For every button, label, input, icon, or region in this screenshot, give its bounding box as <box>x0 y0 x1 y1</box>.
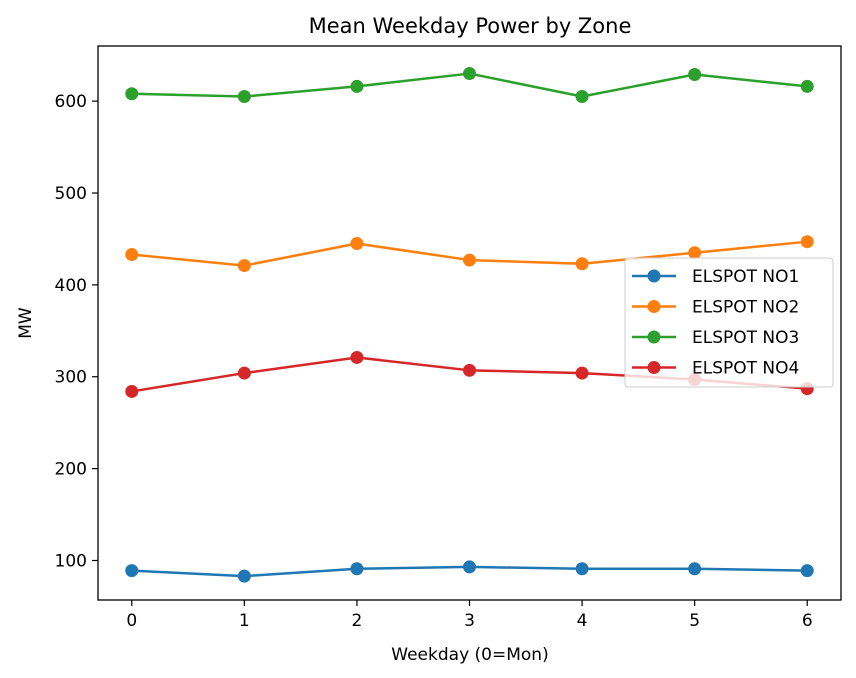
legend-label: ELSPOT NO3 <box>692 328 799 348</box>
data-point-elspot-no4 <box>350 350 364 364</box>
x-tick-label: 2 <box>352 611 363 631</box>
data-point-elspot-no1 <box>125 564 139 578</box>
x-tick-label: 6 <box>802 611 813 631</box>
data-point-elspot-no2 <box>237 259 251 273</box>
data-point-elspot-no2 <box>800 235 814 249</box>
series-layer <box>125 67 814 583</box>
y-tick-label: 200 <box>55 460 87 480</box>
legend-item-elspot-no4: ELSPOT NO4 <box>632 359 799 379</box>
x-tick-label: 3 <box>464 611 475 631</box>
data-point-elspot-no1 <box>237 569 251 583</box>
legend-item-elspot-no2: ELSPOT NO2 <box>632 298 799 318</box>
y-axis-label: MW <box>16 307 36 339</box>
y-tick-label: 100 <box>55 551 87 571</box>
x-tick-label: 5 <box>689 611 700 631</box>
legend-swatch-marker <box>647 300 661 313</box>
x-axis-label: Weekday (0=Mon) <box>391 645 548 665</box>
plot-frame <box>97 45 842 601</box>
series-elspot-no1 <box>125 560 814 583</box>
data-point-elspot-no1 <box>463 560 476 574</box>
legend-swatch-marker <box>647 330 661 344</box>
legend-item-elspot-no3: ELSPOT NO3 <box>632 328 799 348</box>
series-elspot-no3 <box>125 67 814 104</box>
data-point-elspot-no2 <box>350 237 364 251</box>
data-point-elspot-no4 <box>575 366 589 380</box>
legend-label: ELSPOT NO4 <box>692 359 799 379</box>
y-axis-ticks: 100 200 300 400 500 600 <box>55 92 98 571</box>
x-axis-ticks: 0 1 2 3 4 5 6 <box>126 600 813 631</box>
data-point-elspot-no1 <box>350 562 364 576</box>
y-tick-label: 600 <box>55 92 87 112</box>
x-tick-label: 4 <box>577 611 588 631</box>
legend: ELSPOT NO1 ELSPOT NO2 ELSPOT NO3 ELSPOT NO4 <box>624 257 834 388</box>
data-point-elspot-no4 <box>125 384 139 398</box>
data-point-elspot-no4 <box>237 366 251 380</box>
data-point-elspot-no2 <box>463 253 476 267</box>
data-point-elspot-no3 <box>350 79 364 93</box>
data-point-elspot-no2 <box>125 248 139 262</box>
legend-label: ELSPOT NO1 <box>692 267 799 287</box>
data-point-elspot-no3 <box>237 90 251 104</box>
legend-swatch-marker <box>647 361 661 374</box>
x-tick-label: 1 <box>239 611 250 631</box>
data-point-elspot-no3 <box>688 67 702 81</box>
x-tick-label: 0 <box>126 611 137 631</box>
series-elspot-no2 <box>125 235 814 273</box>
data-point-elspot-no3 <box>125 87 139 101</box>
data-point-elspot-no3 <box>463 67 476 81</box>
data-point-elspot-no4 <box>463 363 476 377</box>
legend-frame <box>624 257 834 388</box>
data-point-elspot-no3 <box>575 90 589 104</box>
legend-item-elspot-no1: ELSPOT NO1 <box>632 267 799 287</box>
y-tick-label: 400 <box>55 276 87 296</box>
legend-swatch-marker <box>647 269 661 283</box>
y-tick-label: 300 <box>55 368 87 388</box>
data-point-elspot-no2 <box>575 257 589 271</box>
data-point-elspot-no1 <box>800 564 814 578</box>
data-point-elspot-no1 <box>575 562 589 576</box>
data-point-elspot-no1 <box>688 562 702 576</box>
y-tick-label: 500 <box>55 184 87 204</box>
data-point-elspot-no3 <box>800 79 814 93</box>
data-point-elspot-no2 <box>688 246 702 260</box>
legend-label: ELSPOT NO2 <box>692 298 799 318</box>
chart-title: Mean Weekday Power by Zone <box>309 14 632 38</box>
